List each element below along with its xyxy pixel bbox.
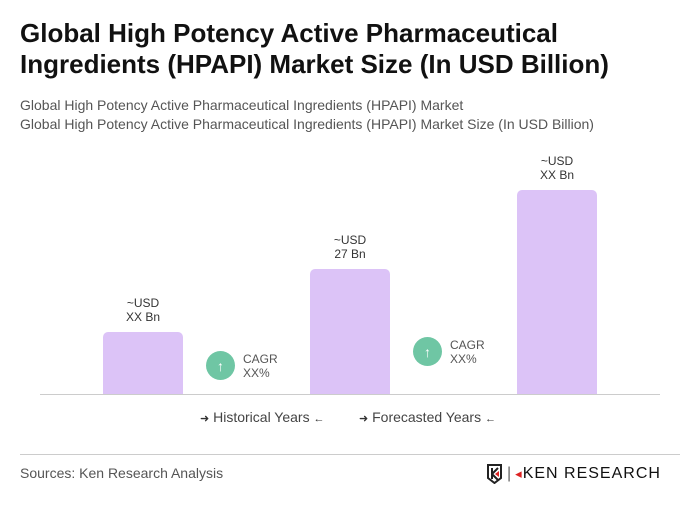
page-title: Global High Potency Active Pharmaceutica… xyxy=(20,18,609,79)
legend-label: Historical Years xyxy=(213,409,310,425)
cagr-value: XX% xyxy=(243,365,270,380)
data-label-line: ~USD xyxy=(540,154,574,169)
subtitle: Global High Potency Active Pharmaceutica… xyxy=(20,97,464,113)
legend-historical: ➜ Historical Years ← xyxy=(200,409,325,425)
logo-icon xyxy=(487,464,502,484)
data-label: ~USD XX Bn xyxy=(83,296,203,324)
cagr-label: CAGR xyxy=(243,351,278,366)
arrow-right-icon: ➜ xyxy=(359,413,369,425)
logo-text: KEN RESEARCH xyxy=(522,465,661,482)
data-label: ~USD XX Bn xyxy=(497,154,617,182)
data-label: ~USD 27 Bn xyxy=(290,233,410,261)
cagr-value: XX% xyxy=(450,351,477,366)
bar xyxy=(103,331,183,394)
source-text: Sources: Ken Research Analysis xyxy=(20,465,224,481)
data-label-line: XX Bn xyxy=(125,309,161,324)
arrow-up-icon: ↑ xyxy=(206,351,235,380)
bar xyxy=(310,269,390,394)
cagr-badge-forecast: ↑ CAGR XX% xyxy=(413,337,485,366)
data-label-line: ~USD xyxy=(333,233,367,247)
ken-research-logo: | ◂ KEN RESEARCH xyxy=(486,464,661,484)
arrow-left-icon: ← xyxy=(484,413,496,425)
bar xyxy=(517,190,597,394)
arrow-left-icon: ← xyxy=(313,413,325,425)
cagr-badge-historical: ↑ CAGR XX% xyxy=(206,351,278,380)
legend-forecasted: ➜ Forecasted Years ← xyxy=(359,409,496,425)
legend-label: Forecasted Years xyxy=(372,409,482,425)
data-label-line: ~USD xyxy=(126,295,160,310)
divider xyxy=(20,454,680,455)
x-axis xyxy=(40,394,660,395)
arrow-up-icon: ↑ xyxy=(413,337,442,366)
data-label-line: 27 Bn xyxy=(334,247,366,261)
arrow-right-icon: ➜ xyxy=(200,413,210,425)
data-label-line: XX Bn xyxy=(539,168,575,183)
subtitle-2: Global High Potency Active Pharmaceutica… xyxy=(20,116,594,132)
cagr-label: CAGR xyxy=(450,337,485,352)
